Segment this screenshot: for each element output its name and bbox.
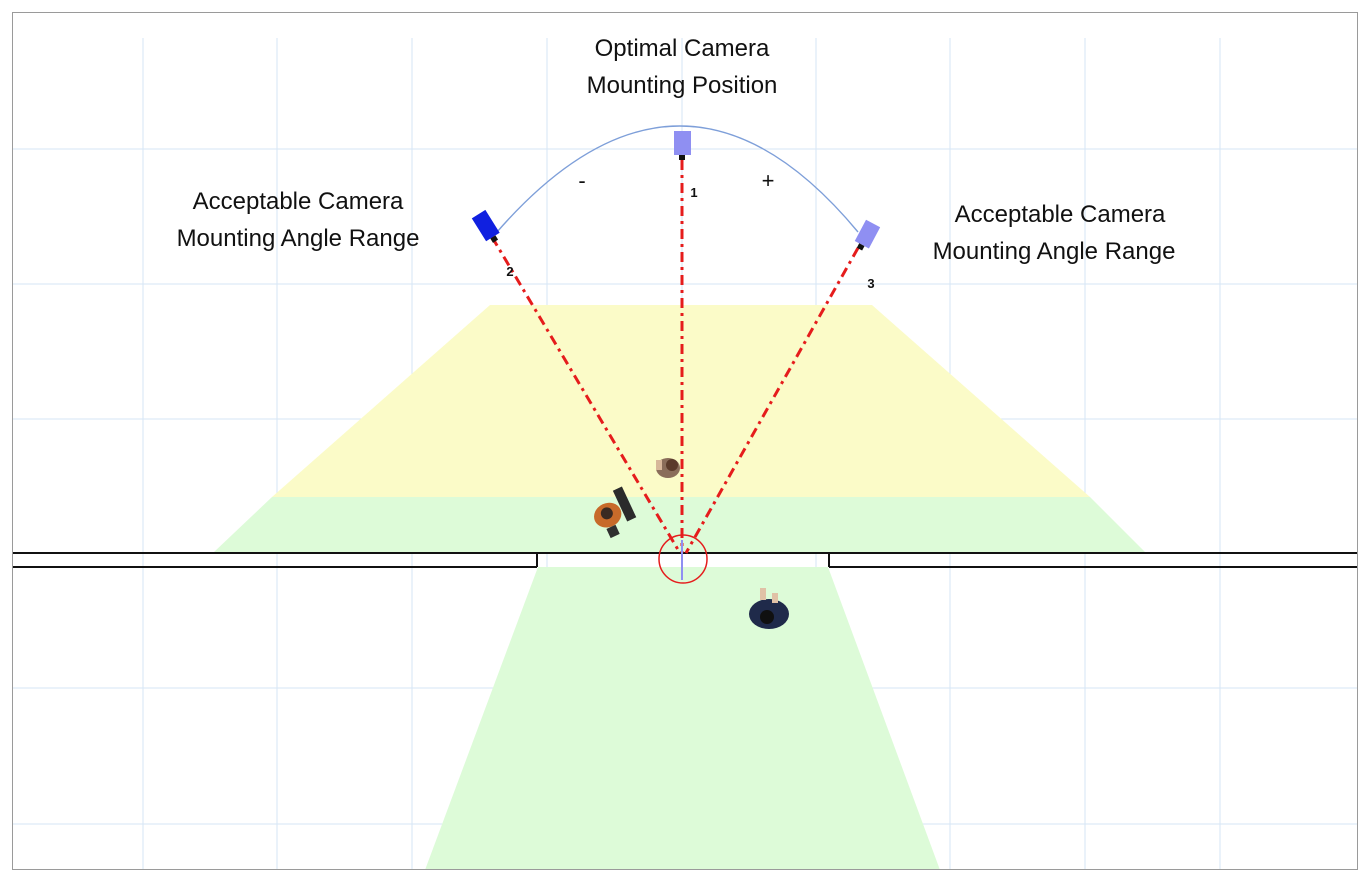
target-circle (658, 534, 708, 584)
camera-1[interactable] (674, 131, 691, 160)
plus-sign: + (762, 168, 775, 193)
person-right-icon (749, 588, 789, 629)
wall-lines (13, 552, 1357, 568)
right-range-label-line2: Mounting Angle Range (933, 238, 1176, 265)
optimal-label-line2: Mounting Position (587, 72, 778, 99)
person-top-icon (656, 458, 680, 478)
green-coverage-zone-upper (214, 497, 1145, 552)
camera-3-number: 3 (867, 276, 874, 291)
camera-2[interactable] (471, 209, 503, 246)
yellow-coverage-zone (272, 305, 1090, 497)
camera-3[interactable] (852, 219, 881, 253)
sight-line-2 (490, 236, 682, 554)
optimal-label-line1: Optimal Camera (595, 35, 770, 62)
green-coverage-zone-lower (425, 567, 940, 869)
person-left-icon (594, 486, 637, 539)
sight-lines (490, 160, 860, 554)
camera-2-number: 2 (506, 264, 513, 279)
mounting-angle-arc (496, 125, 859, 233)
left-range-label-line2: Mounting Angle Range (177, 225, 420, 252)
left-range-label-line1: Acceptable Camera (193, 188, 404, 215)
sight-line-3 (684, 247, 860, 554)
camera-1-number: 1 (690, 185, 697, 200)
minus-sign: - (578, 168, 585, 193)
right-range-label-line1: Acceptable Camera (955, 201, 1166, 228)
